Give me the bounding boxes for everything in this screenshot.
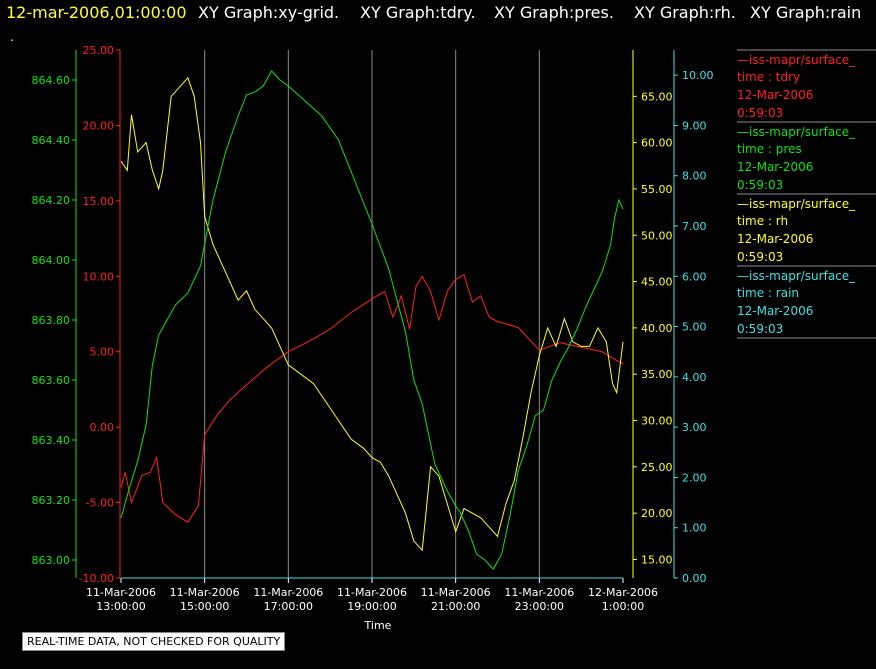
x-tick-label-date-5: 11-Mar-2006 bbox=[504, 586, 574, 599]
tdry-tick-label-0: -10.00 bbox=[79, 572, 114, 585]
rh-tick-label-5: 40.00 bbox=[641, 322, 673, 335]
rh-tick-label-9: 60.00 bbox=[641, 137, 673, 150]
legend-date-rain: 12-Mar-2006 bbox=[737, 304, 813, 318]
rain-tick-label-9: 9.00 bbox=[682, 119, 707, 132]
rain-tick-label-2: 2.00 bbox=[682, 471, 707, 484]
legend-time-pres: 0:59:03 bbox=[737, 178, 783, 192]
legend-label-pres: time : pres bbox=[737, 142, 802, 156]
rh-tick-label-1: 20.00 bbox=[641, 507, 673, 520]
corner-dot: . bbox=[10, 30, 14, 44]
x-tick-label-date-1: 11-Mar-2006 bbox=[170, 586, 240, 599]
legend-date-tdry: 12-Mar-2006 bbox=[737, 88, 813, 102]
rh-tick-label-10: 65.00 bbox=[641, 90, 673, 103]
rain-tick-label-10: 10.00 bbox=[682, 69, 714, 82]
legend-time-rh: 0:59:03 bbox=[737, 250, 783, 264]
rh-tick-label-0: 15.00 bbox=[641, 553, 673, 566]
rh-tick-label-7: 50.00 bbox=[641, 229, 673, 242]
rain-tick-label-3: 3.00 bbox=[682, 421, 707, 434]
legend-source-rain: —iss-mapr/surface_ bbox=[737, 269, 856, 283]
rain-tick-label-0: 0.00 bbox=[682, 572, 707, 585]
x-tick-label-time-6: 1:00:00 bbox=[602, 600, 644, 613]
tdry-tick-label-4: 10.00 bbox=[83, 270, 115, 283]
tdry-tick-label-1: -5.00 bbox=[86, 497, 114, 510]
x-tick-label-time-1: 15:00:00 bbox=[180, 600, 229, 613]
pres-tick-label-4: 863.80 bbox=[32, 314, 71, 327]
pres-tick-label-7: 864.40 bbox=[32, 134, 71, 147]
rh-tick-label-8: 55.00 bbox=[641, 183, 673, 196]
series-rh-line bbox=[120, 76, 624, 552]
header-title-tdry: XY Graph:tdry. bbox=[360, 3, 476, 22]
rh-tick-label-4: 35.00 bbox=[641, 368, 673, 381]
legend-label-tdry: time : tdry bbox=[737, 70, 800, 84]
header-title-rain: XY Graph:rain bbox=[750, 3, 862, 22]
x-tick-label-date-4: 11-Mar-2006 bbox=[421, 586, 491, 599]
x-tick-label-date-3: 11-Mar-2006 bbox=[337, 586, 407, 599]
x-tick-label-date-2: 11-Mar-2006 bbox=[253, 586, 323, 599]
legend-time-tdry: 0:59:03 bbox=[737, 106, 783, 120]
series-pres-line bbox=[120, 70, 624, 570]
pres-tick-label-3: 863.60 bbox=[32, 374, 71, 387]
rain-tick-label-5: 5.00 bbox=[682, 321, 707, 334]
tdry-tick-label-3: 5.00 bbox=[90, 346, 115, 359]
legend-source-rh: —iss-mapr/surface_ bbox=[737, 197, 856, 211]
series-tdry-line bbox=[120, 274, 624, 523]
legend-date-rh: 12-Mar-2006 bbox=[737, 232, 813, 246]
pres-tick-label-5: 864.00 bbox=[32, 254, 71, 267]
rh-tick-label-2: 25.00 bbox=[641, 461, 673, 474]
tdry-tick-label-6: 20.00 bbox=[83, 119, 115, 132]
x-tick-label-time-3: 19:00:00 bbox=[347, 600, 396, 613]
header-title-pres: XY Graph:pres. bbox=[494, 3, 614, 22]
pres-tick-label-0: 863.00 bbox=[32, 554, 71, 567]
tdry-tick-label-7: 25.00 bbox=[83, 44, 115, 57]
rain-tick-label-4: 4.00 bbox=[682, 371, 707, 384]
quality-notice: REAL-TIME DATA, NOT CHECKED FOR QUALITY bbox=[22, 632, 286, 651]
legend-source-tdry: —iss-mapr/surface_ bbox=[737, 53, 856, 67]
tdry-tick-label-5: 15.00 bbox=[83, 195, 115, 208]
rain-tick-label-6: 6.00 bbox=[682, 270, 707, 283]
legend-label-rain: time : rain bbox=[737, 286, 799, 300]
pres-tick-label-1: 863.20 bbox=[32, 494, 71, 507]
x-axis-label: Time bbox=[364, 619, 392, 632]
x-tick-label-date-6: 12-Mar-2006 bbox=[588, 586, 658, 599]
pres-tick-label-8: 864.60 bbox=[32, 74, 71, 87]
rain-tick-label-7: 7.00 bbox=[682, 220, 707, 233]
rain-tick-label-8: 8.00 bbox=[682, 170, 707, 183]
legend-time-rain: 0:59:03 bbox=[737, 322, 783, 336]
rh-tick-label-3: 30.00 bbox=[641, 415, 673, 428]
x-tick-label-time-4: 21:00:00 bbox=[431, 600, 480, 613]
tdry-tick-label-2: 0.00 bbox=[90, 421, 115, 434]
x-tick-label-time-2: 17:00:00 bbox=[264, 600, 313, 613]
header-timestamp: 12-mar-2006,01:00:00 bbox=[6, 3, 187, 22]
legend-label-rh: time : rh bbox=[737, 214, 788, 228]
x-tick-label-time-0: 13:00:00 bbox=[96, 600, 145, 613]
legend-source-pres: —iss-mapr/surface_ bbox=[737, 125, 856, 139]
x-tick-label-time-5: 23:00:00 bbox=[515, 600, 564, 613]
rain-tick-label-1: 1.00 bbox=[682, 522, 707, 535]
header-title-rh: XY Graph:rh. bbox=[634, 3, 736, 22]
pres-tick-label-6: 864.20 bbox=[32, 194, 71, 207]
x-tick-label-date-0: 11-Mar-2006 bbox=[86, 586, 156, 599]
header-title-xy-grid: XY Graph:xy-grid. bbox=[198, 3, 340, 22]
rh-tick-label-6: 45.00 bbox=[641, 276, 673, 289]
legend-date-pres: 12-Mar-2006 bbox=[737, 160, 813, 174]
pres-tick-label-2: 863.40 bbox=[32, 434, 71, 447]
